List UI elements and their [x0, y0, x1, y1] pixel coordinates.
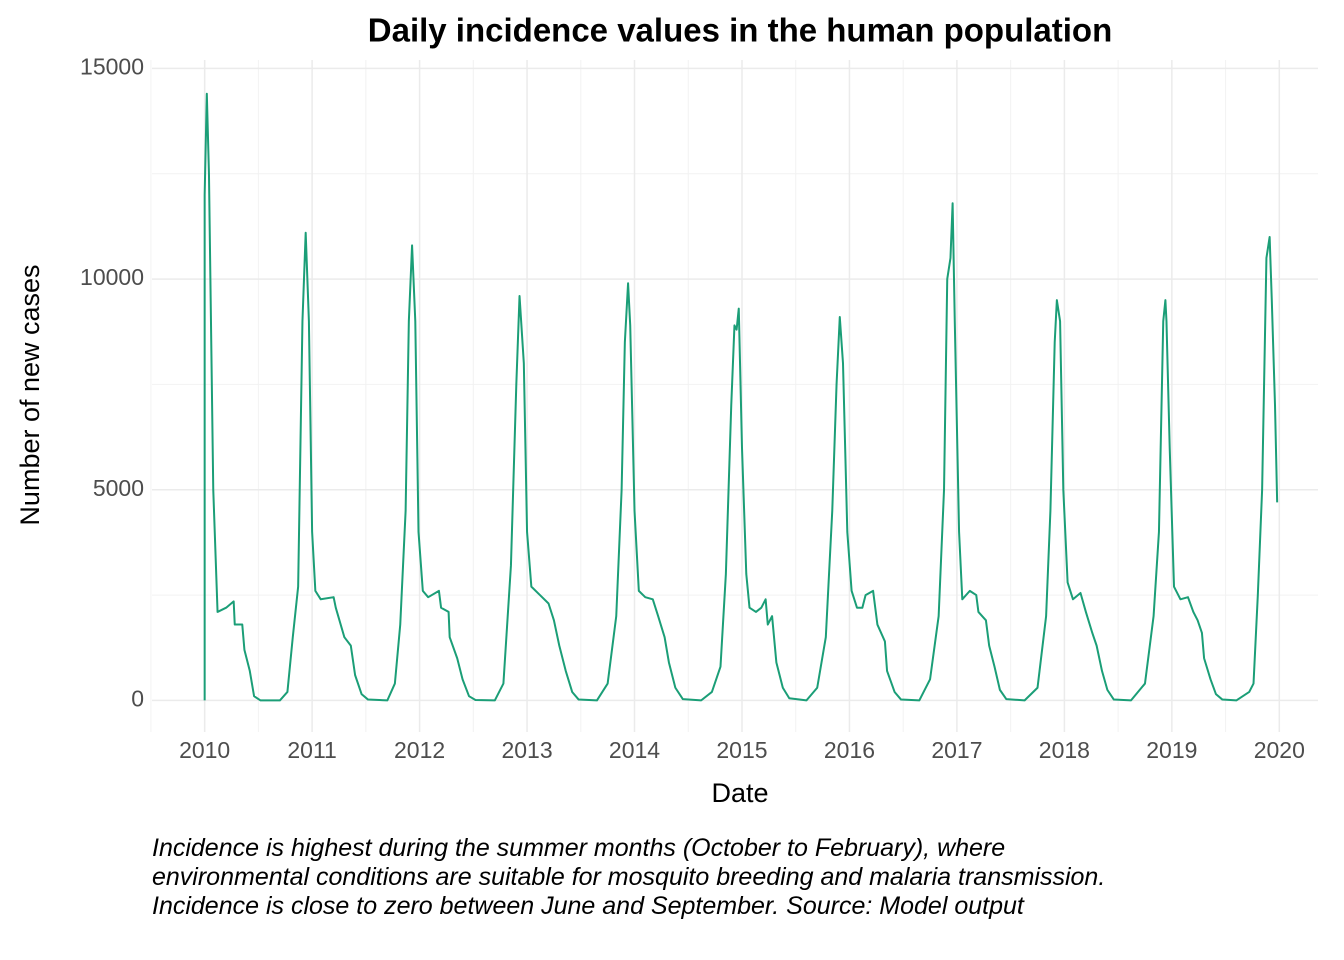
x-axis-label: Date: [711, 778, 768, 808]
data-line: [203, 92, 1279, 702]
x-tick-label: 2018: [1039, 737, 1090, 763]
chart: Daily incidence values in the human popu…: [15, 12, 1318, 808]
y-tick-label: 5000: [93, 475, 144, 501]
y-tick-label: 15000: [80, 54, 144, 80]
caption: Incidence is highest during the summer m…: [152, 834, 1106, 920]
x-tick-label: 2017: [931, 737, 982, 763]
y-axis-label: Number of new cases: [15, 264, 45, 525]
y-tick-label: 0: [131, 685, 144, 711]
x-tick-label: 2012: [394, 737, 445, 763]
x-tick-label: 2011: [287, 737, 336, 763]
x-tick-label: 2015: [716, 737, 767, 763]
chart-title: Daily incidence values in the human popu…: [368, 12, 1112, 49]
x-tick-label: 2020: [1254, 737, 1305, 763]
y-tick-label: 10000: [80, 264, 144, 290]
x-tick-label: 2010: [179, 737, 230, 763]
x-tick-label: 2019: [1146, 737, 1197, 763]
x-tick-label: 2016: [824, 737, 875, 763]
x-tick-label: 2013: [501, 737, 552, 763]
x-tick-label: 2014: [609, 737, 660, 763]
